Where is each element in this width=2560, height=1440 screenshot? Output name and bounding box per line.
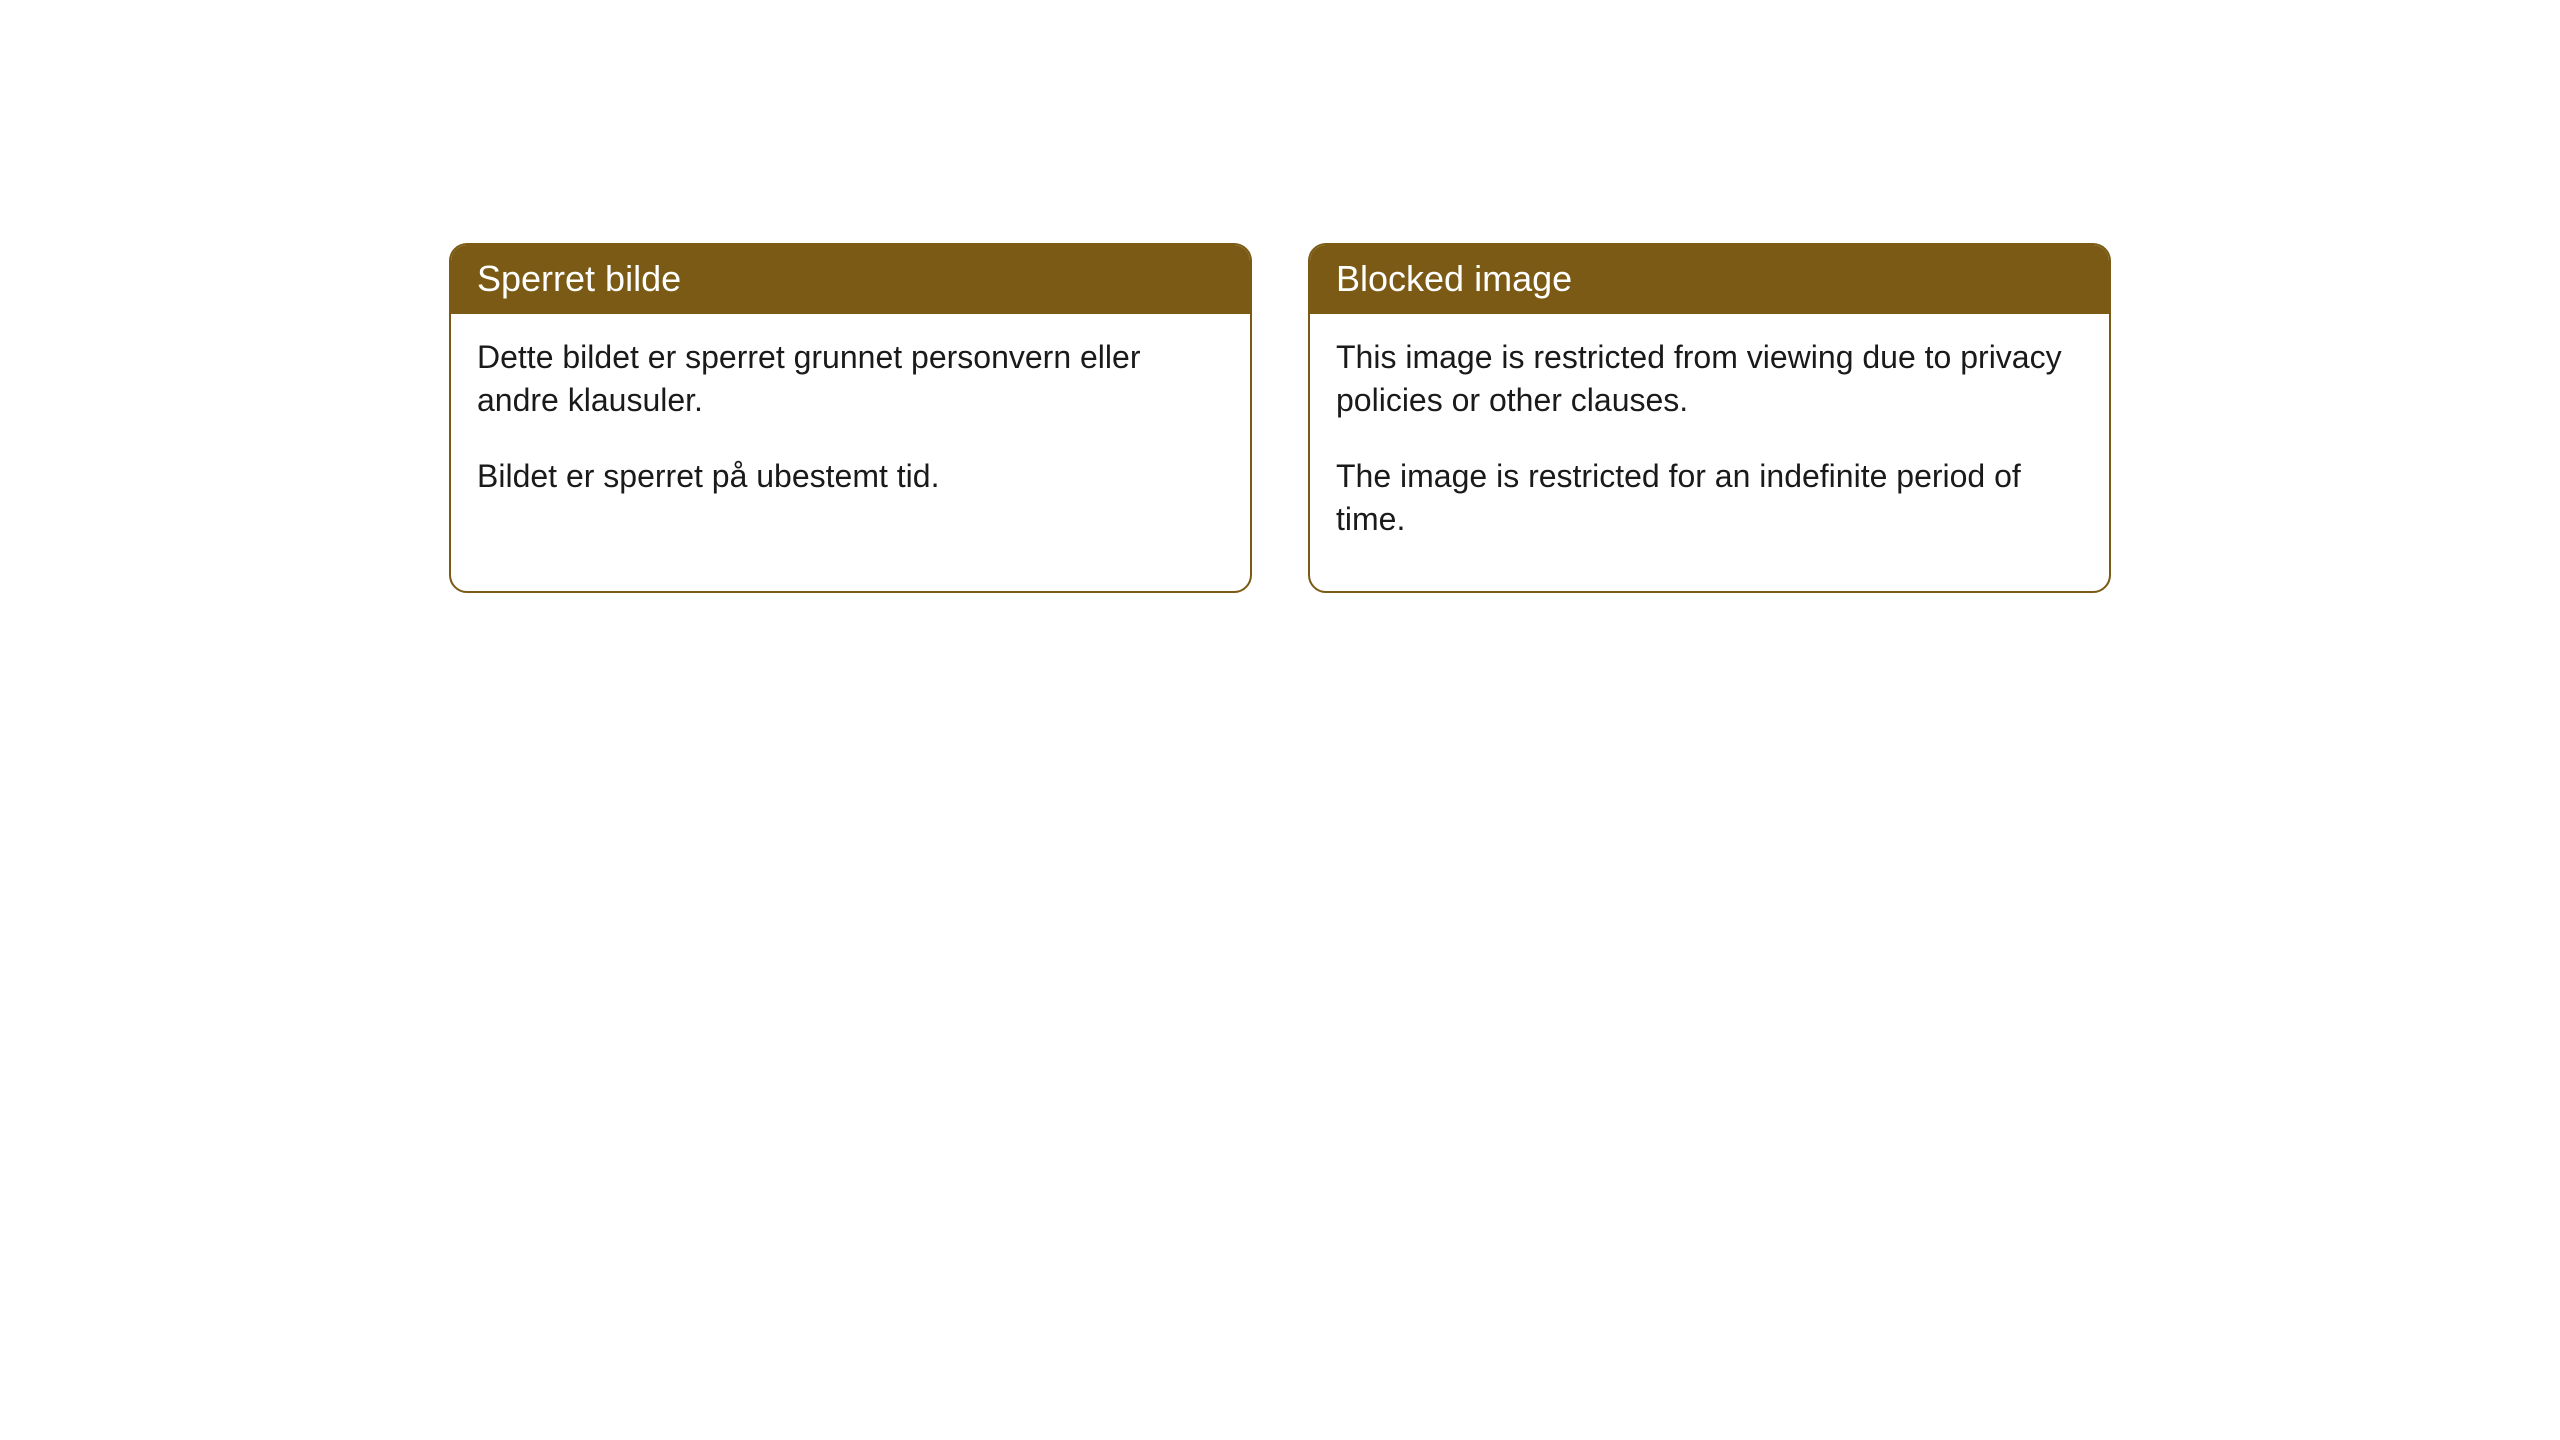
notice-header: Sperret bilde xyxy=(451,245,1250,314)
notice-paragraph-1: Dette bildet er sperret grunnet personve… xyxy=(477,336,1224,422)
notice-cards-row: Sperret bilde Dette bildet er sperret gr… xyxy=(449,243,2111,593)
notice-header: Blocked image xyxy=(1310,245,2109,314)
notice-paragraph-1: This image is restricted from viewing du… xyxy=(1336,336,2083,422)
notice-card-english: Blocked image This image is restricted f… xyxy=(1308,243,2111,593)
notice-body: Dette bildet er sperret grunnet personve… xyxy=(451,314,1250,548)
notice-card-norwegian: Sperret bilde Dette bildet er sperret gr… xyxy=(449,243,1252,593)
notice-paragraph-2: The image is restricted for an indefinit… xyxy=(1336,455,2083,541)
notice-body: This image is restricted from viewing du… xyxy=(1310,314,2109,591)
notice-paragraph-2: Bildet er sperret på ubestemt tid. xyxy=(477,455,1224,498)
